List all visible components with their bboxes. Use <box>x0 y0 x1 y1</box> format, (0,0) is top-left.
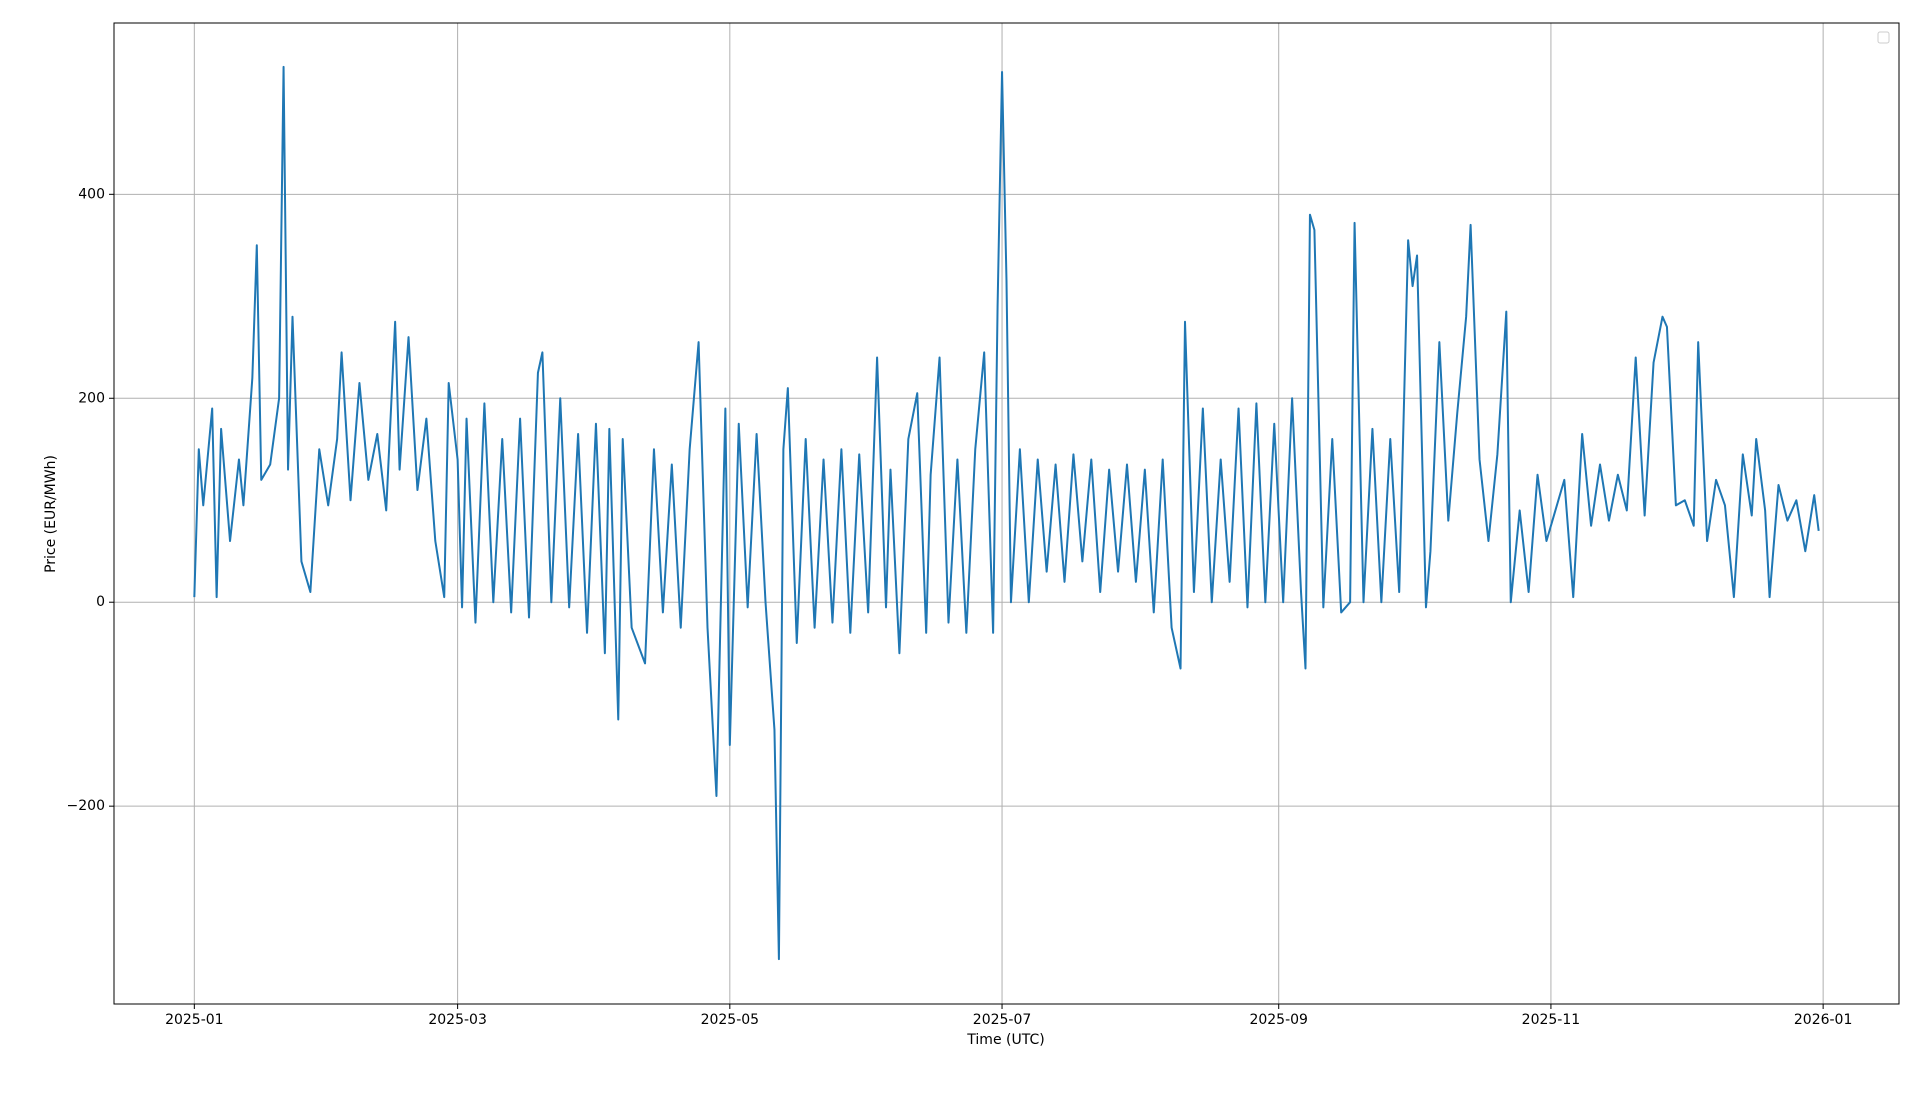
y-axis-label: Price (EUR/MWh) <box>43 455 59 573</box>
x-tick-label: 2025-07 <box>973 1012 1032 1028</box>
y-tick-label: 200 <box>78 390 105 406</box>
plot-frame <box>113 22 1900 1005</box>
x-tick-label: 2025-11 <box>1522 1012 1581 1028</box>
x-tick-label: 2025-03 <box>428 1012 487 1028</box>
x-tick-label: 2025-01 <box>165 1012 224 1028</box>
legend-box <box>1877 31 1890 44</box>
y-tick-label: −200 <box>67 798 105 814</box>
x-tick-label: 2025-05 <box>701 1012 760 1028</box>
y-tick-label: 0 <box>96 594 105 610</box>
x-tick-label: 2025-09 <box>1249 1012 1308 1028</box>
price-line <box>193 65 1820 961</box>
y-tick-label: 400 <box>78 186 105 202</box>
x-tick-label: 2026-01 <box>1794 1012 1853 1028</box>
x-axis-label: Time (UTC) <box>966 1032 1044 1048</box>
